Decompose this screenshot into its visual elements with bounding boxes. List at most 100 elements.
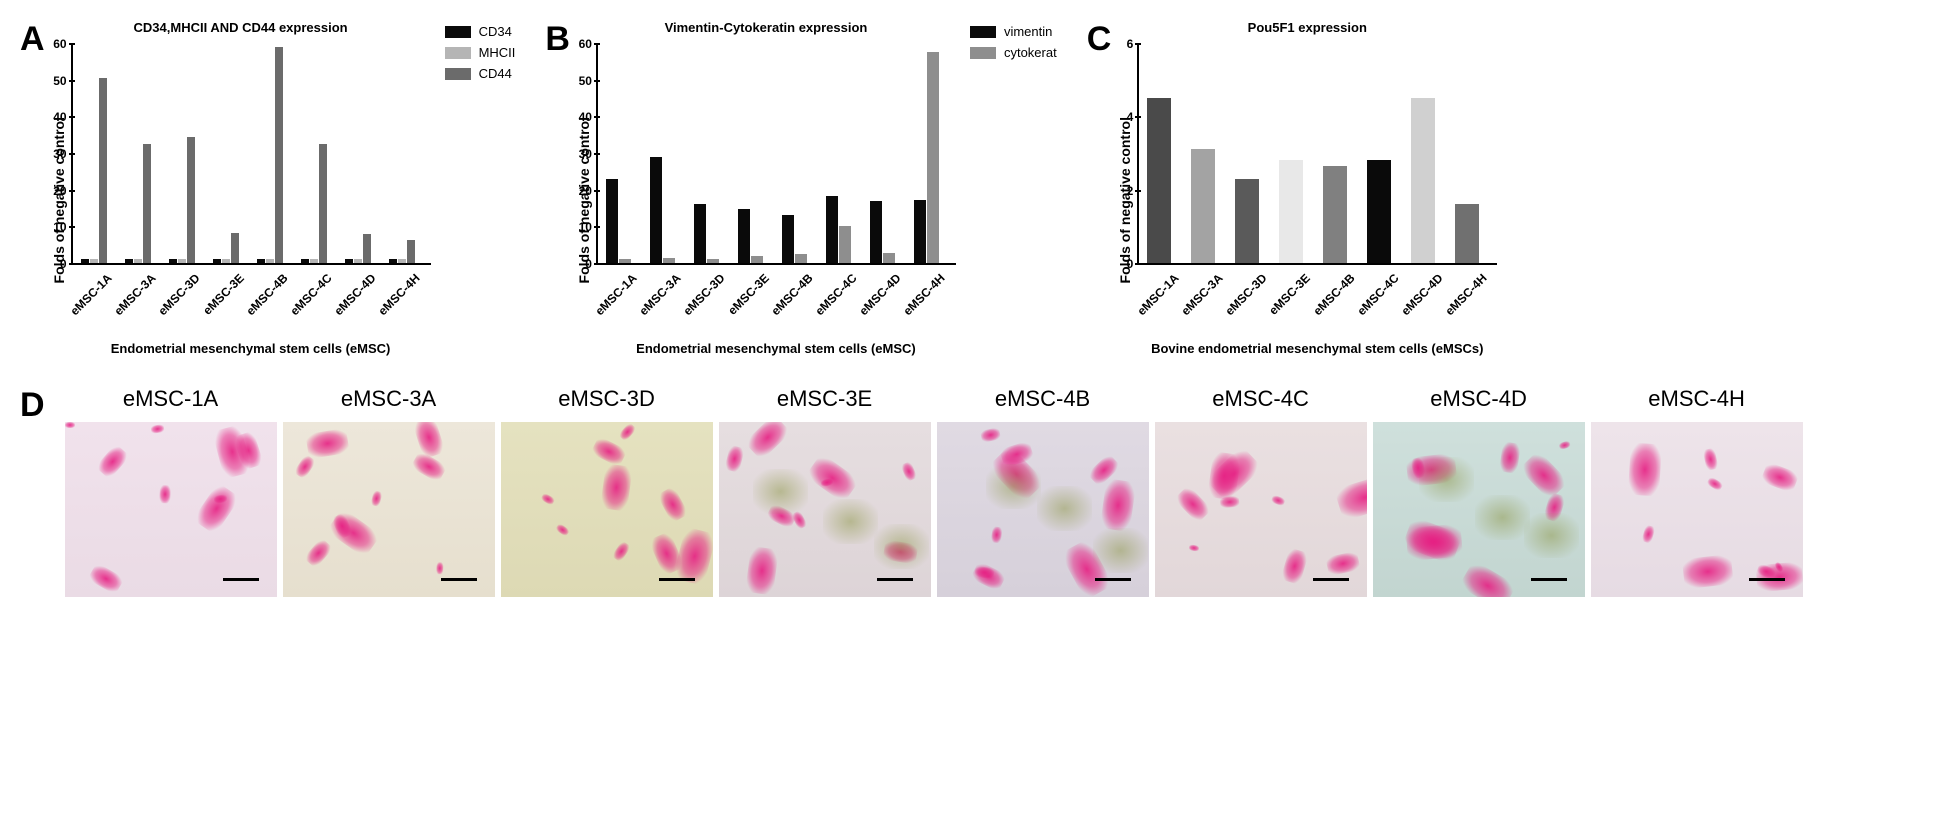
stain-blob [600, 463, 633, 511]
bar [266, 259, 274, 263]
micrograph-label: eMSC-4D [1430, 386, 1527, 412]
scale-bar [441, 578, 477, 581]
olive-blob [1524, 513, 1579, 558]
bar-group [738, 209, 763, 263]
legend-item: CD44 [445, 66, 516, 81]
panel-a-letter: A [20, 20, 45, 59]
panel-a-xlabels: eMSC-1AeMSC-3AeMSC-3DeMSC-3EeMSC-4BeMSC-… [71, 271, 431, 281]
ytick: 0 [60, 257, 73, 271]
panel-c-xlabels: eMSC-1AeMSC-3AeMSC-3DeMSC-3EeMSC-4BeMSC-… [1137, 271, 1497, 281]
micrograph-column: eMSC-4H [1591, 386, 1803, 597]
bar [301, 259, 309, 263]
bar [389, 259, 397, 263]
micrograph-label: eMSC-4H [1648, 386, 1745, 412]
panel-a-plot: 0102030405060 [71, 45, 431, 265]
ytick: 6 [1127, 37, 1140, 51]
stain-blob [974, 565, 994, 579]
bar-group [345, 234, 371, 263]
panel-b-letter: B [545, 20, 570, 59]
bar [1147, 98, 1171, 263]
micrograph-image [283, 422, 495, 597]
bar [1279, 160, 1303, 263]
micrograph-column: eMSC-3E [719, 386, 931, 597]
panel-c-letter: C [1087, 20, 1112, 59]
stain-blob [746, 547, 779, 596]
stain-blob [1761, 462, 1800, 493]
ytick: 40 [579, 110, 598, 124]
panel-d: D eMSC-1AeMSC-3AeMSC-3DeMSC-3EeMSC-4BeMS… [20, 386, 1926, 597]
bar [134, 259, 142, 263]
micrograph-label: eMSC-3D [558, 386, 655, 412]
stain-blob [1702, 448, 1719, 471]
olive-blob [874, 524, 929, 569]
stain-blob [1099, 478, 1136, 532]
bar-group [1147, 98, 1171, 263]
ytick: 30 [579, 147, 598, 161]
stain-blob [1499, 442, 1521, 474]
bar [1367, 160, 1391, 263]
scale-bar [1531, 578, 1567, 581]
legend-swatch [445, 68, 471, 80]
legend-label: CD44 [479, 66, 512, 81]
bar [178, 259, 186, 263]
bar [914, 200, 926, 263]
micrograph-image [1373, 422, 1585, 597]
legend-swatch [445, 47, 471, 59]
bar [927, 52, 939, 263]
bar-group [1191, 149, 1215, 263]
micrograph-column: eMSC-4D [1373, 386, 1585, 597]
ytick: 0 [1127, 257, 1140, 271]
bar-group [606, 179, 631, 263]
panel-b-plot: 0102030405060 [596, 45, 956, 265]
olive-blob [1419, 457, 1474, 502]
bar [1323, 166, 1347, 263]
stain-blob [305, 428, 349, 459]
bar-group [1323, 166, 1347, 263]
ytick: 50 [579, 74, 598, 88]
ytick: 0 [585, 257, 598, 271]
bar [275, 47, 283, 263]
ytick: 4 [1127, 110, 1140, 124]
bar-group [1235, 179, 1259, 263]
stain-blob [193, 482, 241, 535]
stain-blob [673, 526, 712, 586]
stain-blob [1641, 525, 1656, 544]
stain-blob [1325, 550, 1361, 576]
micrograph-column: eMSC-4C [1155, 386, 1367, 597]
stain-blob [159, 485, 170, 503]
bar [90, 259, 98, 263]
bar [398, 259, 406, 263]
micrograph-column: eMSC-4B [937, 386, 1149, 597]
bar [1235, 179, 1259, 263]
stain-blob [657, 486, 689, 523]
panel-b-legend: vimentincytokerat [970, 24, 1057, 66]
bar-group [650, 157, 675, 263]
legend-item: MHCII [445, 45, 516, 60]
olive-blob [753, 469, 808, 514]
bar-group [301, 144, 327, 263]
ytick: 20 [53, 184, 72, 198]
bar [826, 196, 838, 263]
stain-blob [410, 450, 447, 483]
stain-blob [991, 527, 1002, 544]
stain-blob [150, 424, 164, 433]
micrograph-image [65, 422, 277, 597]
stain-blob [1280, 547, 1309, 585]
bar-group [213, 233, 239, 263]
bar [650, 157, 662, 263]
bar-group [1455, 204, 1479, 263]
legend-label: CD34 [479, 24, 512, 39]
stain-blob [1681, 554, 1733, 589]
panel-b-title: Vimentin-Cytokeratin expression [665, 20, 868, 35]
legend-item: CD34 [445, 24, 516, 39]
bar-group [870, 201, 895, 263]
scale-bar [223, 578, 259, 581]
ytick: 10 [579, 220, 598, 234]
bar [231, 233, 239, 263]
stain-blob [436, 563, 443, 575]
stain-blob [745, 422, 792, 460]
bar-group [914, 52, 939, 263]
scale-bar [877, 578, 913, 581]
bar [143, 144, 151, 263]
olive-blob [1475, 495, 1530, 540]
